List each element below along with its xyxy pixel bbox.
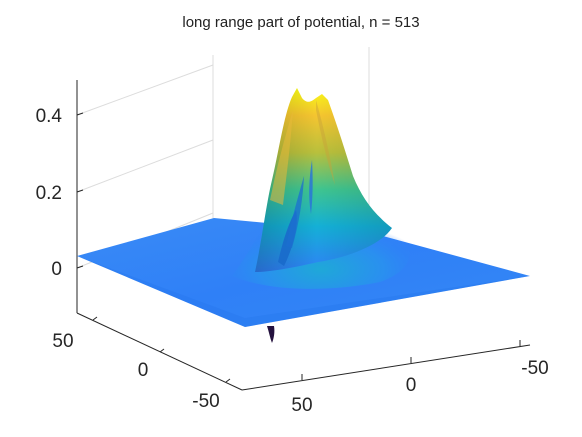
chart-title: long range part of potential, n = 513 — [182, 14, 419, 31]
surface-ridge-right — [316, 100, 335, 185]
y-tick-label-0: 0 — [138, 360, 149, 381]
z-tick-label-0: 0 — [51, 259, 62, 280]
surface-crease — [286, 176, 304, 248]
surface-mesh — [77, 88, 530, 343]
z-tick-0 — [76, 265, 84, 269]
x-axis-line — [241, 344, 531, 391]
y-tick-label-neg50: -50 — [192, 391, 219, 412]
y-tick-0 — [159, 348, 165, 353]
x-tick-label-0: 0 — [406, 375, 417, 396]
tick-labels: 0 0.2 0.4 50 0 -50 50 0 -50 — [36, 106, 549, 416]
x-tick-label-neg50: -50 — [521, 358, 548, 379]
y-axis-line — [76, 312, 243, 391]
grid-line-z-04 — [76, 64, 214, 116]
surface-ridge-left — [270, 110, 293, 205]
z-tick-label-04: 0.4 — [36, 106, 63, 127]
y-tick-50 — [92, 316, 98, 321]
surface-slit — [309, 160, 313, 214]
axis-lines — [76, 80, 531, 391]
z-tick-02 — [76, 189, 84, 193]
surface-dip — [267, 326, 275, 343]
tick-marks — [76, 112, 521, 383]
y-tick-neg50 — [225, 378, 231, 383]
z-tick-label-02: 0.2 — [36, 183, 62, 204]
surface-base-shadow — [77, 256, 530, 327]
grid-line-z-02 — [76, 139, 214, 193]
x-tick-label-50: 50 — [291, 395, 312, 416]
y-tick-label-50: 50 — [52, 331, 73, 352]
z-tick-04 — [76, 112, 84, 116]
